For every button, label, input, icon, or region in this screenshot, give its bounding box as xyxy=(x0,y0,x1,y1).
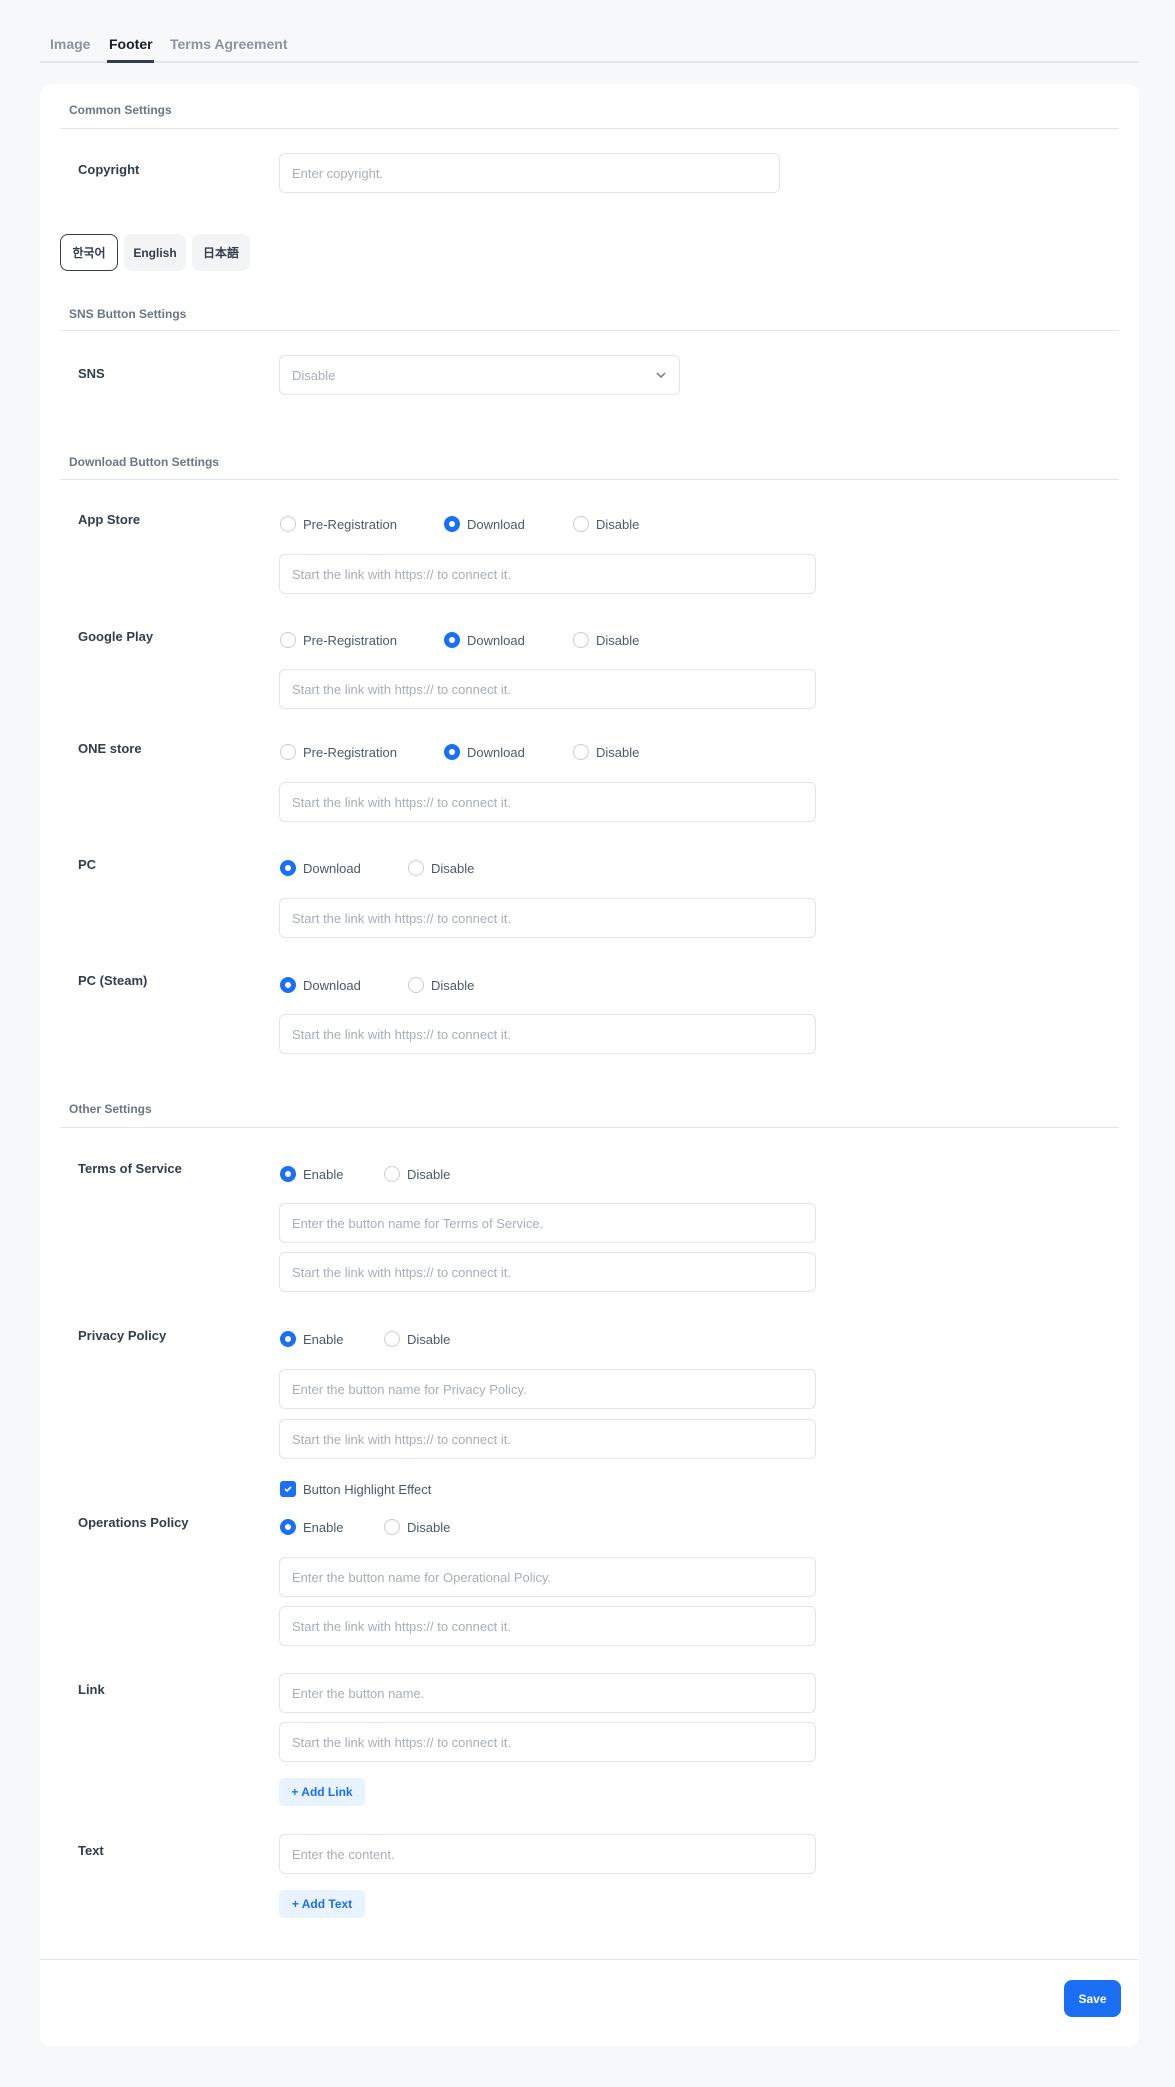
pc-radio-download[interactable]: Download xyxy=(280,860,361,876)
app-store-radio-download[interactable]: Download xyxy=(444,516,525,532)
divider xyxy=(60,128,1119,129)
operations-radio-disable[interactable]: Disable xyxy=(384,1519,450,1535)
pc-steam-label: PC (Steam) xyxy=(78,973,148,988)
app-store-radio-pre-registration[interactable]: Pre-Registration xyxy=(280,516,397,532)
copyright-label: Copyright xyxy=(78,162,140,177)
link-label: Link xyxy=(78,1682,105,1697)
highlight-checkbox[interactable]: Button Highlight Effect xyxy=(280,1481,431,1497)
active-tab-indicator xyxy=(107,60,154,63)
app-store-link-input[interactable] xyxy=(279,554,816,594)
tos-label: Terms of Service xyxy=(78,1161,182,1176)
sns-label: SNS xyxy=(78,366,105,381)
sns-select-value: Disable xyxy=(292,367,336,383)
divider xyxy=(60,1127,1119,1128)
privacy-link-input[interactable] xyxy=(279,1419,816,1459)
text-content-input[interactable] xyxy=(279,1834,816,1874)
add-text-button[interactable]: + Add Text xyxy=(279,1890,365,1918)
copyright-input[interactable] xyxy=(279,153,780,193)
google-play-label: Google Play xyxy=(78,629,154,644)
checkmark-icon xyxy=(280,1481,296,1497)
google-play-radio-disable[interactable]: Disable xyxy=(573,632,639,648)
section-title-download: Download Button Settings xyxy=(69,455,219,469)
operations-label: Operations Policy xyxy=(78,1515,189,1530)
google-play-link-input[interactable] xyxy=(279,669,816,709)
section-title-common: Common Settings xyxy=(69,103,172,117)
lang-english-button[interactable]: English xyxy=(124,234,186,271)
tos-link-input[interactable] xyxy=(279,1252,816,1292)
tab-image[interactable]: Image xyxy=(50,36,91,52)
divider xyxy=(60,479,1119,480)
one-store-link-input[interactable] xyxy=(279,782,816,822)
pc-steam-radio-download[interactable]: Download xyxy=(280,977,361,993)
section-title-other: Other Settings xyxy=(69,1102,152,1116)
tab-terms-agreement[interactable]: Terms Agreement xyxy=(170,36,288,52)
text-label: Text xyxy=(78,1843,104,1858)
save-button[interactable]: Save xyxy=(1064,1980,1121,2017)
app-store-label: App Store xyxy=(78,512,141,527)
pc-radio-disable[interactable]: Disable xyxy=(408,860,474,876)
section-title-sns: SNS Button Settings xyxy=(69,307,187,321)
privacy-name-input[interactable] xyxy=(279,1369,816,1409)
tab-divider xyxy=(40,61,1139,63)
one-store-radio-pre-registration[interactable]: Pre-Registration xyxy=(280,744,397,760)
link-name-input[interactable] xyxy=(279,1673,816,1713)
link-url-input[interactable] xyxy=(279,1722,816,1762)
one-store-radio-disable[interactable]: Disable xyxy=(573,744,639,760)
app-store-radio-disable[interactable]: Disable xyxy=(573,516,639,532)
divider xyxy=(60,330,1119,331)
operations-name-input[interactable] xyxy=(279,1557,816,1597)
pc-label: PC xyxy=(78,857,97,872)
tos-radio-disable[interactable]: Disable xyxy=(384,1166,450,1182)
privacy-radio-enable[interactable]: Enable xyxy=(280,1331,343,1347)
pc-steam-radio-disable[interactable]: Disable xyxy=(408,977,474,993)
one-store-label: ONE store xyxy=(78,741,142,756)
pc-steam-link-input[interactable] xyxy=(279,1014,816,1054)
chevron-down-icon xyxy=(656,372,666,379)
google-play-radio-download[interactable]: Download xyxy=(444,632,525,648)
operations-radio-enable[interactable]: Enable xyxy=(280,1519,343,1535)
privacy-label: Privacy Policy xyxy=(78,1328,167,1343)
operations-link-input[interactable] xyxy=(279,1606,816,1646)
privacy-radio-disable[interactable]: Disable xyxy=(384,1331,450,1347)
pc-link-input[interactable] xyxy=(279,898,816,938)
lang-korean-button[interactable]: 한국어 xyxy=(60,234,118,271)
one-store-radio-download[interactable]: Download xyxy=(444,744,525,760)
sns-select[interactable]: Disable xyxy=(279,355,680,395)
google-play-radio-pre-registration[interactable]: Pre-Registration xyxy=(280,632,397,648)
footer-divider xyxy=(40,1959,1139,1960)
tab-footer[interactable]: Footer xyxy=(109,36,153,52)
lang-japanese-button[interactable]: 日本語 xyxy=(192,234,250,271)
tos-name-input[interactable] xyxy=(279,1203,816,1243)
add-link-button[interactable]: + Add Link xyxy=(279,1778,365,1806)
settings-card xyxy=(40,84,1139,2047)
tos-radio-enable[interactable]: Enable xyxy=(280,1166,343,1182)
